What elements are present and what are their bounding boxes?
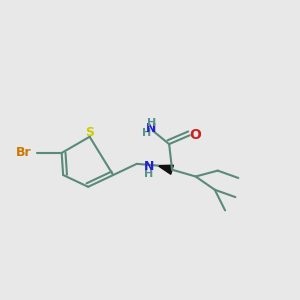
Text: H: H bbox=[145, 169, 154, 178]
Text: N: N bbox=[146, 122, 157, 135]
Text: N: N bbox=[144, 160, 154, 173]
Polygon shape bbox=[158, 165, 173, 174]
Text: H: H bbox=[142, 128, 152, 138]
Text: Br: Br bbox=[16, 146, 31, 159]
Text: S: S bbox=[85, 126, 94, 139]
Text: H: H bbox=[147, 118, 156, 128]
Text: O: O bbox=[189, 128, 201, 142]
